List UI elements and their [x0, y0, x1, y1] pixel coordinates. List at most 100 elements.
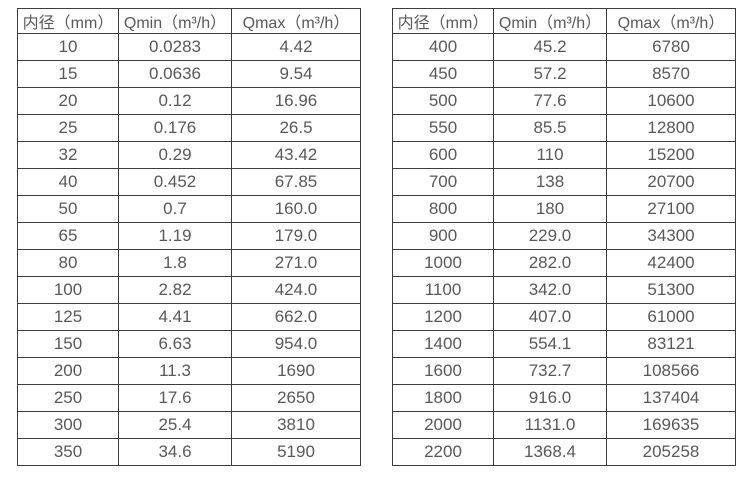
table-header-row: 内径（mm） Qmin（m³/h） Qmax（m³/h）: [17, 8, 361, 34]
table-cell: 900: [392, 222, 494, 250]
table-cell: 500: [392, 87, 494, 115]
table-cell: 271.0: [231, 249, 361, 277]
table-cell: 1690: [231, 357, 361, 385]
table-row: 900 229.0 34300: [392, 222, 736, 250]
table-cell: 200: [17, 357, 119, 385]
table-cell: 1200: [392, 303, 494, 331]
table-cell: 42400: [606, 249, 736, 277]
table-cell: 138: [493, 168, 607, 196]
table-row: 25 0.176 26.5: [17, 114, 361, 142]
table-cell: 0.7: [118, 195, 232, 223]
table-cell: 26.5: [231, 114, 361, 142]
table-cell: 954.0: [231, 330, 361, 358]
table-row: 350 34.6 5190: [17, 438, 361, 466]
table-cell: 205258: [606, 438, 736, 466]
table-cell: 100: [17, 276, 119, 304]
table-cell: 17.6: [118, 384, 232, 412]
table-cell: 32: [17, 141, 119, 169]
table-cell: 25.4: [118, 411, 232, 439]
header-qmin: Qmin（m³/h）: [493, 8, 607, 34]
header-qmax: Qmax（m³/h）: [606, 8, 736, 34]
table-cell: 110: [493, 141, 607, 169]
table-cell: 150: [17, 330, 119, 358]
table-row: 1200 407.0 61000: [392, 303, 736, 331]
table-row: 200 11.3 1690: [17, 357, 361, 385]
table-cell: 2.82: [118, 276, 232, 304]
table-cell: 2000: [392, 411, 494, 439]
table-cell: 10600: [606, 87, 736, 115]
table-cell: 137404: [606, 384, 736, 412]
table-cell: 11.3: [118, 357, 232, 385]
table-cell: 108566: [606, 357, 736, 385]
table-row: 80 1.8 271.0: [17, 249, 361, 277]
table-row: 800 180 27100: [392, 195, 736, 223]
table-row: 550 85.5 12800: [392, 114, 736, 142]
table-row: 500 77.6 10600: [392, 87, 736, 115]
table-cell: 662.0: [231, 303, 361, 331]
table-row: 125 4.41 662.0: [17, 303, 361, 331]
header-qmax: Qmax（m³/h）: [231, 8, 361, 34]
table-cell: 1131.0: [493, 411, 607, 439]
table-row: 450 57.2 8570: [392, 60, 736, 88]
table-cell: 1400: [392, 330, 494, 358]
table-cell: 2650: [231, 384, 361, 412]
table-cell: 4.41: [118, 303, 232, 331]
table-row: 300 25.4 3810: [17, 411, 361, 439]
table-row: 10 0.0283 4.42: [17, 33, 361, 61]
table-cell: 554.1: [493, 330, 607, 358]
table-cell: 43.42: [231, 141, 361, 169]
table-cell: 1368.4: [493, 438, 607, 466]
table-cell: 34300: [606, 222, 736, 250]
table-cell: 0.452: [118, 168, 232, 196]
table-cell: 180: [493, 195, 607, 223]
table-cell: 424.0: [231, 276, 361, 304]
table-cell: 20700: [606, 168, 736, 196]
table-cell: 1800: [392, 384, 494, 412]
table-cell: 16.96: [231, 87, 361, 115]
table-row: 150 6.63 954.0: [17, 330, 361, 358]
table-cell: 1600: [392, 357, 494, 385]
table-cell: 4.42: [231, 33, 361, 61]
table-cell: 5190: [231, 438, 361, 466]
table-cell: 0.176: [118, 114, 232, 142]
table-cell: 732.7: [493, 357, 607, 385]
table-row: 15 0.0636 9.54: [17, 60, 361, 88]
table-row: 20 0.12 16.96: [17, 87, 361, 115]
table-row: 1100 342.0 51300: [392, 276, 736, 304]
table-row: 2200 1368.4 205258: [392, 438, 736, 466]
table-cell: 57.2: [493, 60, 607, 88]
table-row: 250 17.6 2650: [17, 384, 361, 412]
header-qmin: Qmin（m³/h）: [118, 8, 232, 34]
table-row: 32 0.29 43.42: [17, 141, 361, 169]
table-cell: 450: [392, 60, 494, 88]
table-cell: 27100: [606, 195, 736, 223]
table-cell: 407.0: [493, 303, 607, 331]
table-cell: 169635: [606, 411, 736, 439]
table-cell: 3810: [231, 411, 361, 439]
table-cell: 350: [17, 438, 119, 466]
table-cell: 916.0: [493, 384, 607, 412]
table-cell: 83121: [606, 330, 736, 358]
table-row: 40 0.452 67.85: [17, 168, 361, 196]
table-row: 50 0.7 160.0: [17, 195, 361, 223]
table-cell: 400: [392, 33, 494, 61]
table-cell: 300: [17, 411, 119, 439]
table-cell: 2200: [392, 438, 494, 466]
table-row: 400 45.2 6780: [392, 33, 736, 61]
flow-table-small-diameters-wrap: 内径（mm） Qmin（m³/h） Qmax（m³/h） 10 0.0283 4.4…: [17, 8, 361, 466]
table-cell: 25: [17, 114, 119, 142]
table-cell: 85.5: [493, 114, 607, 142]
table-cell: 65: [17, 222, 119, 250]
table-cell: 1.19: [118, 222, 232, 250]
table-row: 65 1.19 179.0: [17, 222, 361, 250]
table-cell: 0.12: [118, 87, 232, 115]
table-row: 2000 1131.0 169635: [392, 411, 736, 439]
table-row: 1400 554.1 83121: [392, 330, 736, 358]
table-cell: 160.0: [231, 195, 361, 223]
table-row: 1800 916.0 137404: [392, 384, 736, 412]
table-row: 1000 282.0 42400: [392, 249, 736, 277]
table-cell: 0.0283: [118, 33, 232, 61]
table-cell: 600: [392, 141, 494, 169]
flow-table-large-diameters-wrap: 内径（mm） Qmin（m³/h） Qmax（m³/h） 400 45.2 6780…: [392, 8, 736, 466]
